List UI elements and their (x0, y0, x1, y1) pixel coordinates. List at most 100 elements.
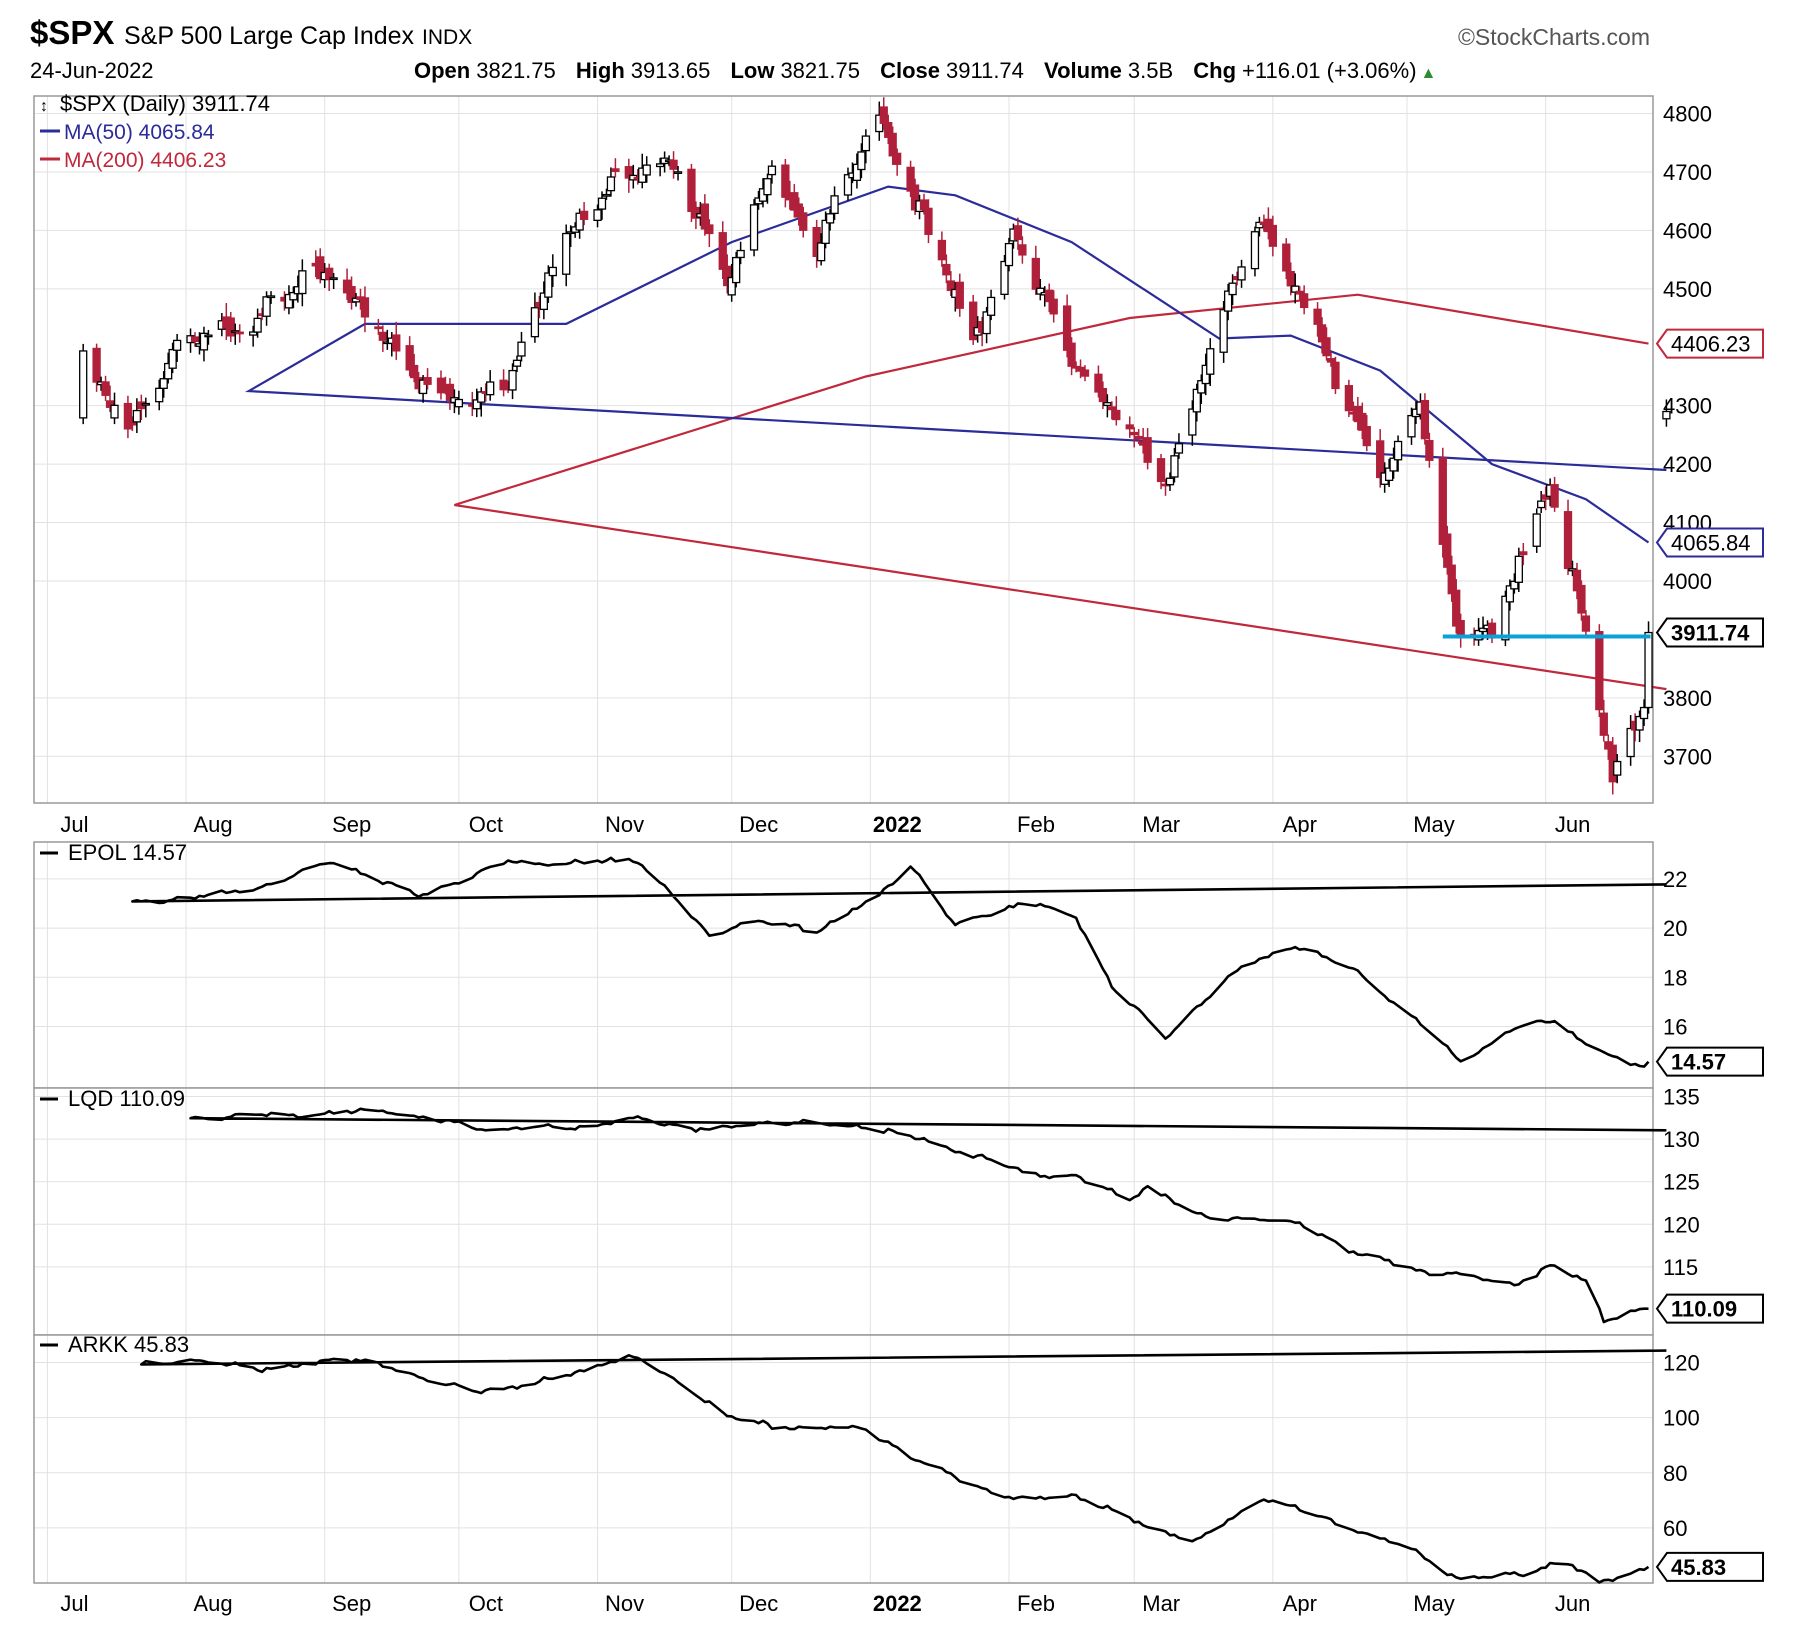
candle-body (1206, 348, 1215, 375)
candle-body (852, 163, 862, 182)
y-tick-label: 20 (1663, 916, 1687, 941)
bottom-x-tick-label: Aug (193, 1591, 232, 1616)
candle-body (1219, 309, 1228, 353)
candle-body (1644, 631, 1653, 709)
quote-date: 24-Jun-2022 (30, 58, 154, 83)
candle-body (1134, 435, 1143, 440)
candle-body (1420, 399, 1430, 440)
candle-body (374, 326, 383, 330)
bottom-x-tick-label: Feb (1017, 1591, 1055, 1616)
candle-body (593, 209, 602, 221)
candle-body (924, 207, 933, 235)
last-price-label-box (1655, 527, 1764, 558)
candle-body (1358, 412, 1367, 431)
high-label: High (575, 58, 625, 83)
volume-label: Volume (1044, 58, 1122, 83)
candle-body (132, 409, 142, 423)
last-value-label-box (1655, 1046, 1764, 1077)
candle-body (110, 404, 119, 419)
candle-body (969, 301, 978, 341)
candle-body (1322, 337, 1331, 357)
candle-body (812, 227, 821, 258)
candle-body (1362, 426, 1371, 447)
candle-body (1062, 305, 1072, 351)
candle-body (1447, 564, 1456, 595)
candle-body (548, 266, 557, 277)
y-tick-label: 16 (1663, 1015, 1687, 1040)
candle-body (1036, 287, 1045, 295)
x-tick-label: Aug (193, 812, 232, 837)
candle-body (821, 219, 830, 244)
candle-body (289, 291, 298, 301)
candle-body (253, 317, 262, 333)
x-tick-label: 2022 (873, 812, 922, 837)
candle-body (673, 171, 683, 174)
candle-body (1393, 440, 1403, 461)
candle-body (736, 249, 745, 259)
y-tick-label: 3700 (1663, 744, 1712, 769)
y-tick-label: 130 (1663, 1127, 1700, 1152)
x-tick-label: Jul (60, 812, 88, 837)
candle-body (1572, 569, 1582, 592)
candle-body (141, 402, 150, 406)
candle-body (436, 377, 446, 394)
open-value: 3821.75 (476, 58, 556, 83)
candle-body (749, 204, 759, 251)
candle-body (575, 212, 584, 231)
candle-body (1223, 290, 1233, 312)
candle-body (360, 297, 370, 318)
candle-body (794, 203, 803, 218)
y-tick-label: 135 (1663, 1085, 1700, 1110)
candle-body (1112, 409, 1121, 421)
candle-body (508, 369, 517, 391)
candle-body (1443, 533, 1452, 568)
candle-body (172, 339, 182, 351)
x-tick-label: Mar (1142, 812, 1180, 837)
candle-body (1452, 589, 1461, 627)
candle-body (579, 210, 589, 220)
legend-series: EPOL 14.57 (68, 840, 187, 865)
candle-body (1300, 293, 1309, 309)
panel-background (34, 1335, 1653, 1583)
brand-watermark[interactable]: ©StockCharts.com (1457, 24, 1650, 50)
last-price-label: 3911.74 (1671, 621, 1750, 646)
candle-body (687, 168, 696, 212)
candle-body (190, 336, 200, 343)
candle-body (669, 159, 678, 170)
y-tick-label: 120 (1663, 1212, 1700, 1237)
candle-body (606, 176, 616, 192)
legend-ma50: MA(50) 4065.84 (64, 121, 215, 144)
candle-body (1456, 620, 1465, 635)
up-triangle-icon: ▲ (1420, 65, 1437, 82)
candle-body (423, 377, 432, 385)
candle-body (1505, 585, 1515, 603)
candle-body (893, 152, 902, 165)
y-tick-label: 120 (1663, 1351, 1700, 1376)
candle-body (1639, 706, 1649, 720)
candle-body (1165, 477, 1175, 486)
candle-body (642, 164, 651, 176)
y-tick-label: 125 (1663, 1170, 1700, 1195)
chart-header: $SPX S&P 500 Large Cap Index INDX 24-Jun-… (30, 14, 1650, 88)
candle-body (105, 400, 115, 408)
candle-body (1250, 231, 1260, 270)
candle-body (1125, 424, 1134, 430)
exchange: INDX (422, 26, 473, 49)
candle-body (767, 165, 777, 176)
candle-body (718, 232, 727, 270)
candle-body (128, 421, 137, 426)
candle-body (888, 132, 897, 157)
legend-series: ARKK 45.83 (68, 1332, 189, 1357)
candle-body (1514, 555, 1523, 583)
candle-body (1067, 342, 1076, 367)
candle-body (1291, 285, 1300, 293)
candle-body (799, 212, 808, 231)
candle-body (727, 276, 736, 296)
candle-body (1013, 225, 1023, 241)
x-tick-label: Feb (1017, 812, 1055, 837)
bottom-x-tick-label: Oct (469, 1591, 503, 1616)
candle-body (1425, 439, 1434, 461)
last-value-label-box (1655, 1293, 1764, 1324)
candle-body (164, 362, 173, 380)
candle-body (1563, 511, 1573, 570)
